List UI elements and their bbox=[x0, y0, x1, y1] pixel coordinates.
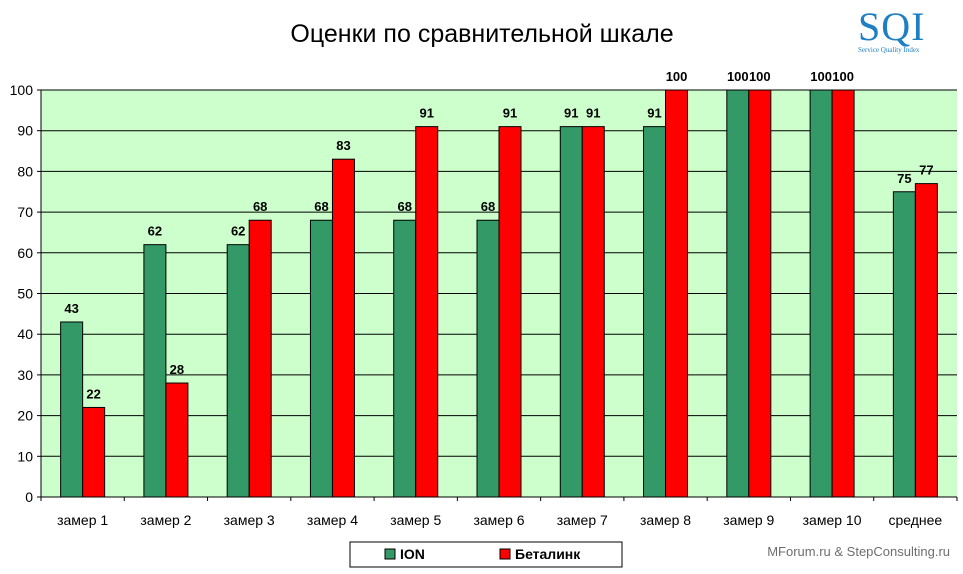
bar-ion bbox=[892, 191, 916, 498]
bar-betalink bbox=[82, 406, 106, 498]
bar-betalink bbox=[914, 183, 938, 498]
axes bbox=[37, 89, 958, 501]
legend-swatch-betalink bbox=[499, 548, 511, 560]
bar-ion bbox=[809, 89, 833, 498]
data-label-ion: 91 bbox=[564, 106, 578, 121]
data-label-betalink: 68 bbox=[253, 199, 267, 214]
x-tick-label: замер 2 bbox=[140, 512, 191, 528]
logo-subtitle: Service Quality Index bbox=[858, 46, 920, 54]
bar-betalink bbox=[248, 219, 272, 498]
bar-betalink bbox=[748, 89, 772, 498]
logo-text: SQI bbox=[858, 4, 925, 49]
bar-ion bbox=[309, 219, 333, 498]
data-label-ion: 68 bbox=[397, 199, 411, 214]
legend: ION Беталинк bbox=[349, 541, 623, 568]
bar-betalink bbox=[331, 158, 355, 498]
data-label-betalink: 77 bbox=[919, 163, 933, 178]
data-label-betalink: 100 bbox=[666, 69, 688, 84]
data-label-betalink: 91 bbox=[419, 106, 433, 121]
legend-label-ion: ION bbox=[400, 546, 425, 562]
y-tick-label: 50 bbox=[17, 286, 33, 302]
data-label-betalink: 28 bbox=[170, 362, 184, 377]
x-tick-label: замер 7 bbox=[557, 512, 608, 528]
bar-betalink bbox=[498, 126, 522, 498]
data-label-ion: 68 bbox=[481, 199, 495, 214]
x-tick-label: среднее bbox=[888, 512, 942, 528]
bar-ion bbox=[143, 244, 167, 498]
data-label-ion: 75 bbox=[897, 171, 911, 186]
data-label-betalink: 100 bbox=[749, 69, 771, 84]
bar-ion bbox=[643, 126, 667, 498]
x-tick-label: замер 5 bbox=[390, 512, 441, 528]
data-label-ion: 91 bbox=[647, 106, 661, 121]
bars bbox=[60, 89, 938, 498]
y-tick-label: 90 bbox=[17, 123, 33, 139]
data-label-ion: 62 bbox=[231, 224, 245, 239]
data-label-ion: 100 bbox=[727, 69, 749, 84]
bar-betalink bbox=[165, 382, 189, 498]
bar-ion bbox=[559, 126, 583, 498]
bar-ion bbox=[60, 321, 84, 498]
legend-swatch-ion bbox=[384, 548, 396, 560]
bar-ion bbox=[726, 89, 750, 498]
y-tick-label: 10 bbox=[17, 448, 33, 464]
legend-label-betalink: Беталинк bbox=[515, 546, 581, 562]
bar-ion bbox=[393, 219, 417, 498]
data-label-betalink: 100 bbox=[832, 69, 854, 84]
y-tick-labels: 0 10 20 30 40 50 60 70 80 90 100 bbox=[10, 82, 34, 505]
x-tick-label: замер 10 bbox=[803, 512, 862, 528]
sqi-logo: SQI Service Quality Index bbox=[858, 4, 925, 54]
y-tick-label: 70 bbox=[17, 204, 33, 220]
data-label-ion: 100 bbox=[810, 69, 832, 84]
data-label-betalink: 22 bbox=[86, 386, 100, 401]
bar-ion bbox=[226, 244, 250, 498]
bar-betalink bbox=[415, 126, 439, 498]
x-tick-label: замер 1 bbox=[57, 512, 108, 528]
credit-text: MForum.ru & StepConsulting.ru bbox=[767, 544, 950, 559]
x-tick-label: замер 6 bbox=[473, 512, 524, 528]
data-label-ion: 43 bbox=[64, 301, 78, 316]
y-tick-label: 20 bbox=[17, 408, 33, 424]
bar-betalink bbox=[581, 126, 605, 498]
bar-betalink bbox=[831, 89, 855, 498]
x-tick-label: замер 8 bbox=[640, 512, 691, 528]
chart-title: Оценки по сравнительной шкале bbox=[290, 20, 673, 48]
y-tick-label: 0 bbox=[25, 489, 33, 505]
y-tick-label: 40 bbox=[17, 326, 33, 342]
bar-ion bbox=[476, 219, 500, 498]
x-tick-label: замер 3 bbox=[224, 512, 275, 528]
y-tick-label: 100 bbox=[10, 82, 34, 98]
data-label-betalink: 83 bbox=[336, 138, 350, 153]
x-tick-label: замер 4 bbox=[307, 512, 358, 528]
data-label-betalink: 91 bbox=[586, 106, 600, 121]
bar-betalink bbox=[665, 89, 689, 498]
y-tick-label: 60 bbox=[17, 245, 33, 261]
data-label-ion: 68 bbox=[314, 199, 328, 214]
y-tick-label: 80 bbox=[17, 163, 33, 179]
data-label-betalink: 91 bbox=[503, 106, 517, 121]
x-tick-label: замер 9 bbox=[723, 512, 774, 528]
data-label-ion: 62 bbox=[148, 224, 162, 239]
y-tick-label: 30 bbox=[17, 367, 33, 383]
x-tick-labels: замер 1 замер 2 замер 3 замер 4 замер 5 замер… bbox=[57, 512, 942, 528]
